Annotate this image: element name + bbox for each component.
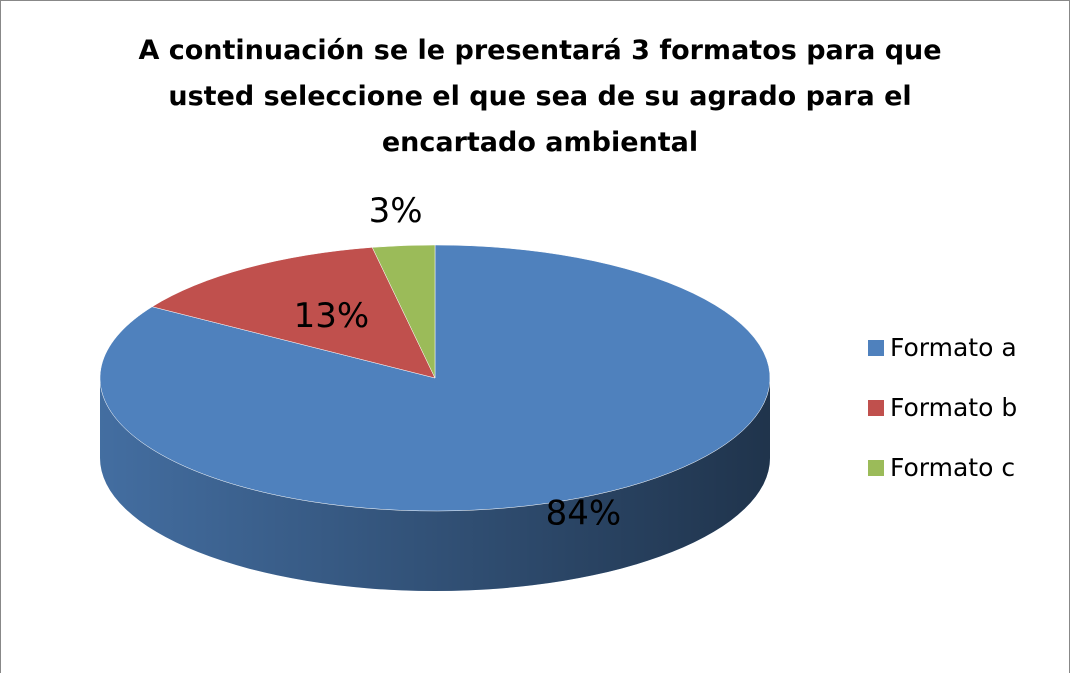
data-label: 3% <box>369 191 423 231</box>
side-shade <box>100 378 770 591</box>
legend-swatch <box>868 400 884 416</box>
chart-title: A continuación se le presentará 3 format… <box>138 35 942 158</box>
data-label: 84% <box>546 494 622 534</box>
slice <box>151 247 436 379</box>
slice <box>371 244 436 379</box>
legend-swatch <box>868 340 884 356</box>
legend-swatch <box>868 460 884 476</box>
legend-label: Formato c <box>890 453 1015 482</box>
pie: 84% 13% 3% <box>99 191 771 591</box>
legend-label: Formato a <box>890 333 1017 362</box>
legend-label: Formato b <box>890 393 1017 422</box>
legend: Formato a Formato b Formato c <box>868 333 1017 482</box>
data-label: 13% <box>294 296 370 336</box>
